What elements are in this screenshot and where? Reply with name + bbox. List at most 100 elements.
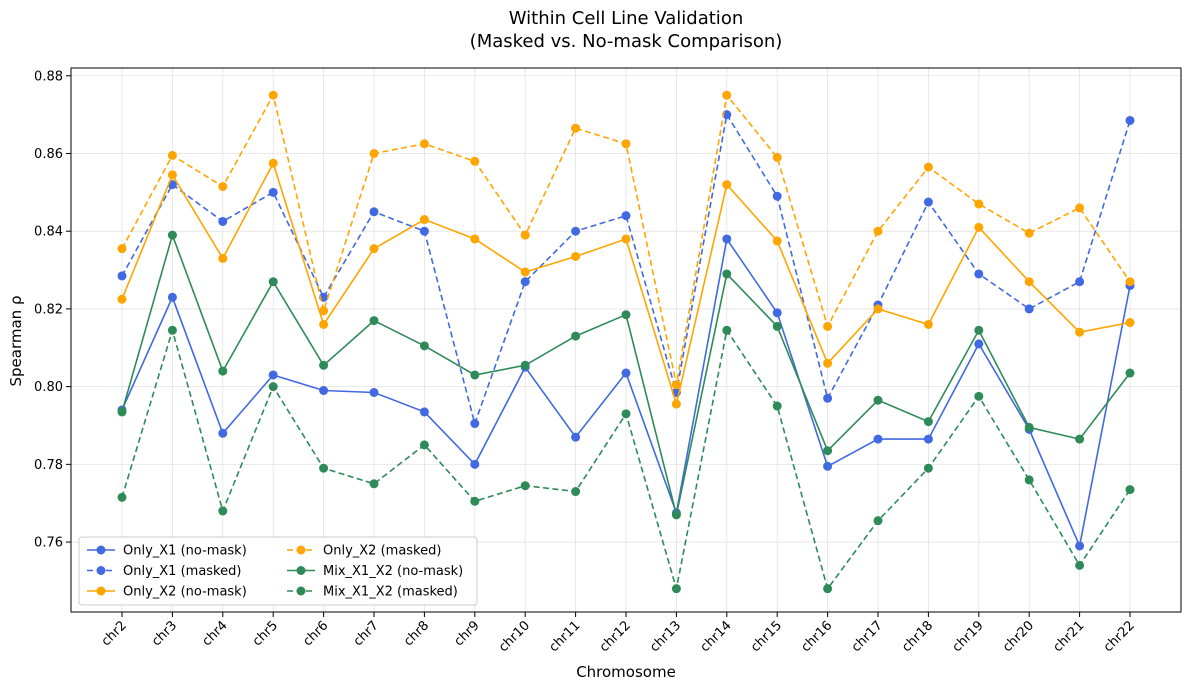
legend-entry: Mix_X1_X2 (masked) [287,585,458,600]
data-point [167,292,177,302]
data-point [268,382,278,392]
series-5 [117,325,1135,594]
x-tick-label: chr9 [452,618,483,649]
data-point [117,244,127,254]
data-point [1075,541,1085,551]
data-point [1125,115,1135,125]
x-tick-label: chr21 [1050,618,1087,655]
data-point [571,331,581,341]
data-point [167,230,177,240]
data-point [571,487,581,497]
data-point [923,197,933,207]
data-point [722,325,732,335]
y-tick-label: 0.76 [34,536,63,551]
y-tick-label: 0.80 [34,380,63,395]
data-point [1075,560,1085,570]
data-point [218,366,228,376]
x-tick-label: chr10 [496,618,533,655]
legend-label: Only_X2 (masked) [323,544,441,559]
data-point [1024,304,1034,314]
data-point [621,368,631,378]
x-tick-label: chr19 [950,618,987,655]
data-point [974,269,984,279]
data-point [823,446,833,456]
data-point [117,271,127,281]
data-point [419,341,429,351]
data-point [571,226,581,236]
data-point [571,432,581,442]
x-tick-label: chr22 [1101,618,1138,655]
data-point [268,277,278,287]
data-point [873,304,883,314]
x-tick-label: chr11 [546,618,583,655]
data-point [218,253,228,263]
legend-marker [96,586,106,596]
y-axis-label: Spearman ρ [7,296,25,387]
data-point [974,391,984,401]
data-point [621,409,631,419]
legend-label: Mix_X1_X2 (no-mask) [323,564,463,579]
data-point [722,234,732,244]
chart-subtitle: (Masked vs. No-mask Comparison) [470,31,783,52]
data-point [1024,228,1034,238]
data-point [1125,485,1135,495]
data-point [772,308,782,318]
data-point [470,459,480,469]
series-line [121,112,1131,427]
data-point [319,306,329,316]
x-tick-label: chr8 [401,618,432,649]
data-point [1075,434,1085,444]
data-point [268,370,278,380]
x-tick-label: chr5 [250,618,281,649]
data-point [117,294,127,304]
x-tick-label: chr7 [351,618,382,649]
data-point [671,510,681,520]
x-tick-label: chr14 [698,618,735,655]
data-point [117,407,127,417]
data-point [1125,368,1135,378]
data-point [974,325,984,335]
legend-marker [296,545,306,555]
data-point [419,440,429,450]
data-point [1024,422,1034,432]
data-point [571,251,581,261]
data-point [419,139,429,149]
y-tick-label: 0.86 [34,147,63,162]
data-point [1024,277,1034,287]
legend-marker [296,566,306,575]
data-point [772,152,782,162]
data-point [772,236,782,246]
data-point [1075,327,1085,337]
data-point [117,492,127,502]
data-point [923,319,933,329]
data-point [974,222,984,232]
data-point [671,380,681,390]
data-point [671,399,681,409]
data-point [772,401,782,411]
data-point [923,417,933,427]
data-point [470,234,480,244]
data-point [873,395,883,405]
series-2 [117,158,1135,409]
data-point [369,479,379,489]
data-point [722,90,732,100]
data-point [520,267,530,277]
x-tick-label: chr16 [798,618,835,655]
legend-marker [96,545,106,555]
x-tick-label: chr17 [849,618,886,655]
legend: Only_X1 (no-mask) Only_X1 (masked) Only_X2… [78,536,478,606]
data-point [621,211,631,221]
data-point [722,180,732,190]
legend-entry: Only_X2 (no-mask) [87,585,247,600]
data-point [218,182,228,192]
y-tick-label: 0.82 [34,302,63,317]
data-point [1125,277,1135,287]
data-point [520,230,530,240]
series-0 [117,234,1135,551]
data-point [319,360,329,370]
data-point [520,481,530,491]
y-tick-label: 0.88 [34,69,63,84]
series-4 [117,230,1135,520]
data-point [923,434,933,444]
data-point [419,215,429,225]
